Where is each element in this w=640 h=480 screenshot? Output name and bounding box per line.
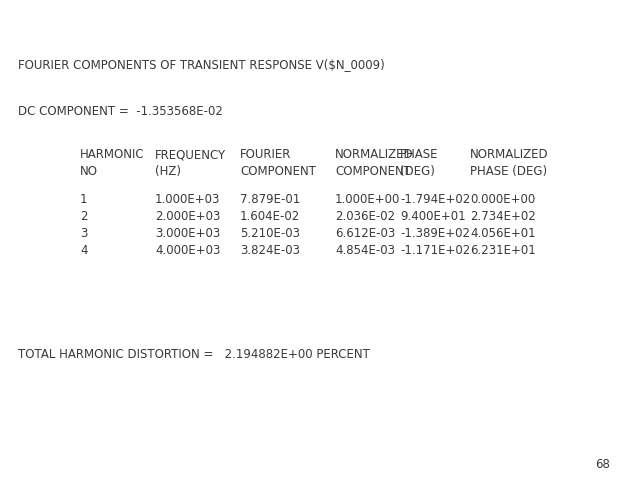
Text: 6.612E-03: 6.612E-03 [335, 227, 396, 240]
Text: -1.389E+02: -1.389E+02 [400, 227, 470, 240]
Text: 4.000E+03: 4.000E+03 [155, 244, 220, 257]
Text: 2.000E+03: 2.000E+03 [155, 210, 220, 223]
Text: 3.824E-03: 3.824E-03 [240, 244, 300, 257]
Text: 5.210E-03: 5.210E-03 [240, 227, 300, 240]
Text: -1.794E+02: -1.794E+02 [400, 193, 470, 206]
Text: 4.854E-03: 4.854E-03 [335, 244, 395, 257]
Text: DC COMPONENT =  -1.353568E-02: DC COMPONENT = -1.353568E-02 [18, 105, 223, 118]
Text: COMPONENT: COMPONENT [240, 165, 316, 178]
Text: 0.000E+00: 0.000E+00 [470, 193, 535, 206]
Text: NORMALIZED: NORMALIZED [470, 148, 548, 161]
Text: HARMONIC: HARMONIC [80, 148, 145, 161]
Text: 3.000E+03: 3.000E+03 [155, 227, 220, 240]
Text: 2.734E+02: 2.734E+02 [470, 210, 536, 223]
Text: TOTAL HARMONIC DISTORTION =   2.194882E+00 PERCENT: TOTAL HARMONIC DISTORTION = 2.194882E+00… [18, 348, 370, 361]
Text: 9.400E+01: 9.400E+01 [400, 210, 466, 223]
Text: 1.604E-02: 1.604E-02 [240, 210, 300, 223]
Text: 2.036E-02: 2.036E-02 [335, 210, 395, 223]
Text: FREQUENCY: FREQUENCY [155, 148, 226, 161]
Text: 4.056E+01: 4.056E+01 [470, 227, 536, 240]
Text: 3: 3 [80, 227, 88, 240]
Text: 7.879E-01: 7.879E-01 [240, 193, 300, 206]
Text: (HZ): (HZ) [155, 165, 181, 178]
Text: COMPONENT: COMPONENT [335, 165, 411, 178]
Text: 1.000E+00: 1.000E+00 [335, 193, 401, 206]
Text: 6.231E+01: 6.231E+01 [470, 244, 536, 257]
Text: FOURIER: FOURIER [240, 148, 291, 161]
Text: NO: NO [80, 165, 98, 178]
Text: PHASE (DEG): PHASE (DEG) [470, 165, 547, 178]
Text: 1: 1 [80, 193, 88, 206]
Text: NORMALIZED: NORMALIZED [335, 148, 413, 161]
Text: 2: 2 [80, 210, 88, 223]
Text: PHASE: PHASE [400, 148, 438, 161]
Text: 4: 4 [80, 244, 88, 257]
Text: FOURIER COMPONENTS OF TRANSIENT RESPONSE V($N_0009): FOURIER COMPONENTS OF TRANSIENT RESPONSE… [18, 58, 385, 71]
Text: -1.171E+02: -1.171E+02 [400, 244, 470, 257]
Text: 68: 68 [595, 458, 610, 471]
Text: 1.000E+03: 1.000E+03 [155, 193, 220, 206]
Text: (DEG): (DEG) [400, 165, 435, 178]
